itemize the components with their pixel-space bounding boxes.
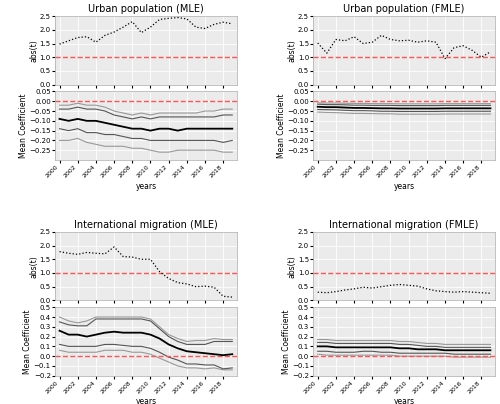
Y-axis label: abs(t): abs(t)	[288, 39, 296, 62]
Y-axis label: Mean Coefficient: Mean Coefficient	[282, 309, 290, 374]
Title: Urban population (MLE): Urban population (MLE)	[88, 4, 204, 14]
Y-axis label: Mean Coefficient: Mean Coefficient	[24, 309, 32, 374]
Y-axis label: abs(t): abs(t)	[29, 39, 38, 62]
Y-axis label: Mean Coefficient: Mean Coefficient	[277, 93, 286, 158]
Y-axis label: abs(t): abs(t)	[288, 255, 296, 278]
X-axis label: years: years	[136, 398, 156, 404]
X-axis label: years: years	[394, 398, 414, 404]
Y-axis label: abs(t): abs(t)	[29, 255, 38, 278]
X-axis label: years: years	[394, 182, 414, 191]
Y-axis label: Mean Coefficient: Mean Coefficient	[19, 93, 28, 158]
X-axis label: years: years	[136, 182, 156, 191]
Title: International migration (MLE): International migration (MLE)	[74, 220, 218, 230]
Title: Urban population (FMLE): Urban population (FMLE)	[344, 4, 465, 14]
Title: International migration (FMLE): International migration (FMLE)	[330, 220, 479, 230]
